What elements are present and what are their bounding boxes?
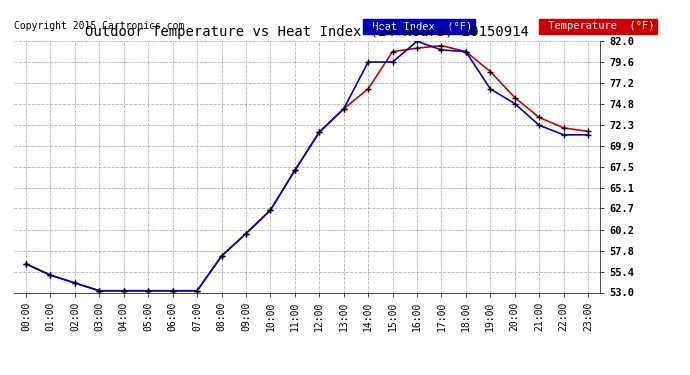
Title: Outdoor Temperature vs Heat Index (24 Hours) 20150914: Outdoor Temperature vs Heat Index (24 Ho…: [85, 25, 529, 39]
Text: Heat Index  (°F): Heat Index (°F): [366, 21, 472, 31]
Text: Temperature  (°F): Temperature (°F): [542, 21, 654, 31]
Text: Copyright 2015 Cartronics.com: Copyright 2015 Cartronics.com: [14, 21, 184, 31]
